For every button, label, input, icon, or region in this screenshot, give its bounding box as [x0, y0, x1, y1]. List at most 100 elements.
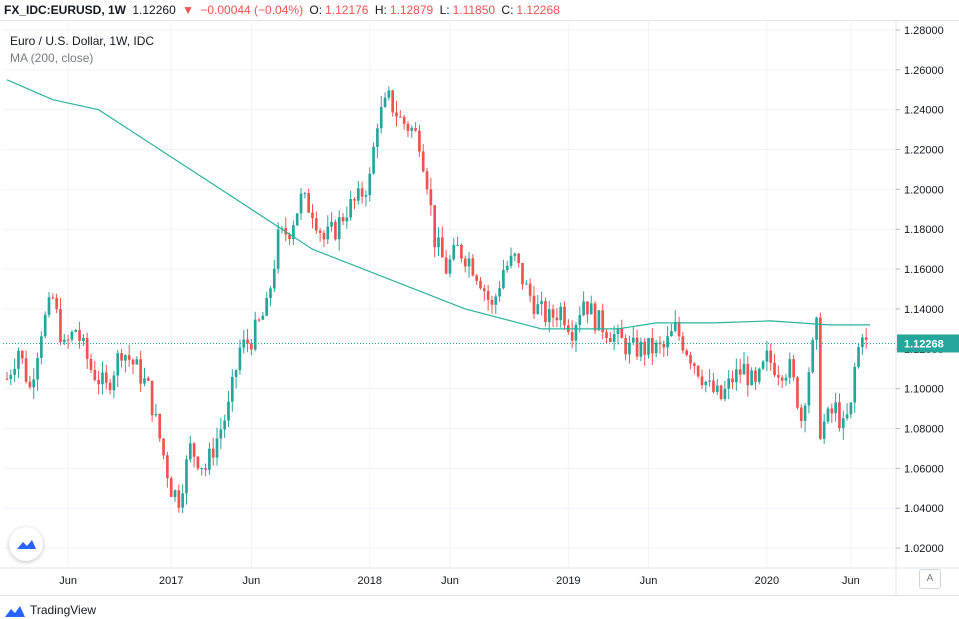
candle-body: [658, 342, 662, 344]
candle-body: [211, 448, 215, 458]
symbol-header: FX_IDC:EURUSD, 1W 1.12260 ▼ −0.00044 (−0…: [0, 0, 959, 20]
candle-body: [746, 363, 750, 386]
candle-body: [651, 338, 654, 354]
open-label: O:: [309, 3, 323, 17]
candle-body: [421, 151, 425, 172]
candle-body: [337, 217, 341, 240]
footer-brand[interactable]: TradingView: [4, 601, 96, 619]
candle-body: [796, 377, 799, 408]
candle-body: [356, 188, 360, 201]
candle-body: [402, 116, 406, 124]
candle-body: [819, 317, 822, 439]
candle-body: [66, 339, 70, 341]
legend-indicator[interactable]: MA (200, close): [10, 51, 94, 65]
candle-body: [40, 336, 43, 358]
candle-body: [326, 226, 330, 240]
candle-body: [269, 288, 272, 298]
candle-body: [742, 363, 746, 375]
price-change: −0.00044 (−0.04%): [200, 3, 304, 17]
candle-body: [639, 341, 643, 357]
candle-body: [471, 258, 475, 276]
candle-body: [32, 379, 36, 388]
candle-body: [208, 448, 211, 470]
time-tick: 2018: [358, 575, 382, 587]
candle-body: [406, 123, 410, 131]
candle-body: [135, 359, 139, 365]
candle-body: [513, 253, 517, 256]
candle-body: [563, 306, 566, 326]
candle-body: [727, 378, 731, 389]
candle-body: [410, 127, 414, 131]
candle-body: [589, 303, 593, 315]
candle-body: [112, 375, 116, 391]
high-value: 1.12879: [389, 3, 434, 17]
candle-body: [192, 443, 196, 457]
candle-body: [864, 337, 868, 340]
candle-body: [811, 339, 815, 373]
candle-body: [177, 490, 181, 508]
candle-body: [784, 377, 788, 381]
price-chart[interactable]: 1.28000 1.26000 1.24000 1.22000 1.20000 1.180…: [0, 20, 959, 594]
candle-body: [777, 375, 780, 378]
tradingview-cloud-icon: [17, 540, 36, 549]
candle-body: [738, 369, 742, 375]
time-tick: 2020: [755, 575, 779, 587]
price-axis: 1.28000 1.26000 1.24000 1.22000 1.20000 1.180…: [896, 25, 944, 555]
candle-body: [383, 97, 387, 107]
candle-body: [593, 303, 597, 331]
candle-body: [440, 237, 444, 258]
candle-body: [693, 363, 696, 366]
candle-body: [670, 331, 673, 337]
chart-frame: [0, 20, 959, 596]
candle-body: [463, 258, 467, 267]
candle-body: [532, 295, 536, 314]
candle-body: [330, 221, 333, 227]
candle-body: [376, 128, 379, 147]
candle-body: [166, 455, 169, 479]
candle-body: [185, 459, 188, 494]
candle-body: [608, 337, 612, 342]
candle-body: [731, 378, 734, 383]
tradingview-badge[interactable]: [9, 527, 43, 561]
candle-body: [257, 319, 261, 321]
candle-body: [59, 309, 62, 343]
candle-body: [689, 354, 692, 364]
candle-body: [502, 270, 505, 289]
candle-body: [838, 402, 841, 429]
candle-body: [78, 330, 81, 341]
candle-body: [150, 380, 154, 416]
candle-body: [74, 330, 78, 332]
candle-body: [460, 244, 463, 259]
candle-body: [360, 188, 364, 197]
candle-body: [765, 350, 769, 362]
candle-body: [452, 245, 456, 260]
candle-body: [803, 405, 807, 421]
candle-body: [429, 189, 433, 206]
candle-body: [387, 90, 391, 98]
candle-body: [437, 237, 440, 248]
candle-body: [353, 199, 356, 201]
candle-body: [631, 337, 635, 343]
candle-body: [845, 414, 849, 419]
candle-body: [517, 253, 521, 263]
candle-body: [616, 328, 620, 334]
time-tick: Jun: [640, 575, 658, 587]
candle-body: [761, 361, 765, 369]
candle-body: [853, 366, 857, 403]
candle-body: [757, 368, 761, 382]
close-value: 1.12268: [516, 3, 560, 17]
candle-body: [146, 378, 150, 381]
price-tick: 1.18000: [904, 224, 944, 236]
candle-body: [486, 291, 490, 300]
time-axis: Jun 2017 Jun 2018 Jun 2019 Jun 2020 Jun: [0, 567, 959, 587]
ma-200-line: [6, 79, 870, 330]
candle-body: [490, 299, 494, 305]
candle-body: [482, 288, 486, 292]
symbol-label[interactable]: FX_IDC:EURUSD, 1W: [4, 3, 127, 17]
candle-body: [712, 380, 715, 392]
time-tick: 2017: [159, 575, 183, 587]
auto-scale-button[interactable]: A: [919, 569, 941, 589]
candle-body: [834, 402, 837, 414]
last-price-tag: 1.12268: [3, 334, 959, 353]
candle-body: [708, 380, 711, 382]
